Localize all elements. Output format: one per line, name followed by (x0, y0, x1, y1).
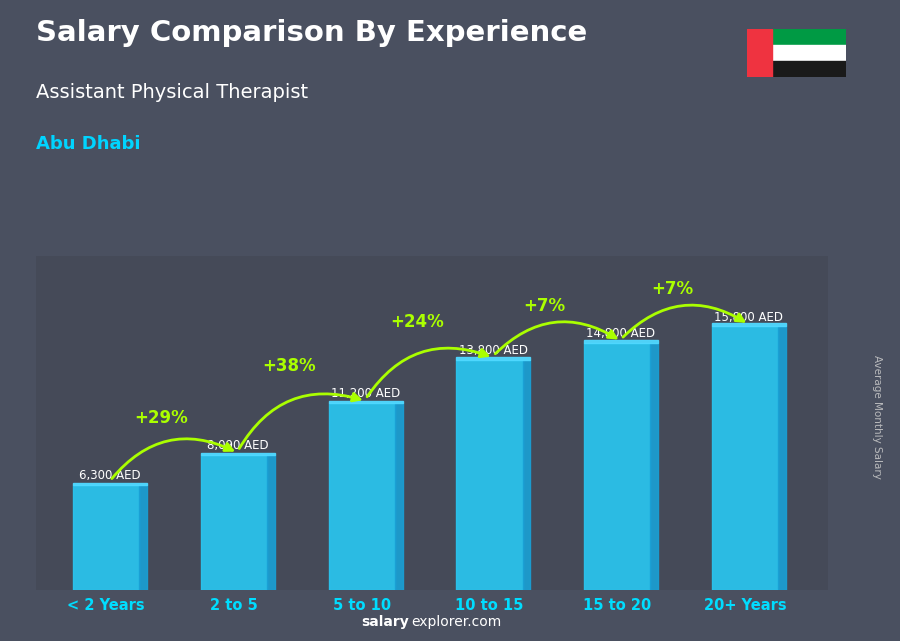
Text: 8,090 AED: 8,090 AED (207, 439, 268, 453)
Bar (778, 326, 786, 590)
Text: 15,800 AED: 15,800 AED (715, 311, 783, 324)
Text: Abu Dhabi: Abu Dhabi (36, 135, 140, 153)
Bar (456, 357, 530, 360)
Text: +24%: +24% (390, 313, 444, 331)
Bar (456, 360, 523, 590)
Bar (523, 360, 530, 590)
Bar (267, 455, 274, 590)
Bar (73, 483, 147, 485)
Text: +7%: +7% (651, 280, 693, 298)
Bar (201, 455, 267, 590)
Bar (712, 326, 778, 590)
Text: +29%: +29% (134, 408, 188, 426)
Bar (328, 403, 395, 590)
Text: salary: salary (362, 615, 410, 629)
Bar (395, 403, 402, 590)
Bar (201, 453, 274, 455)
Bar (73, 485, 140, 590)
Text: 6,300 AED: 6,300 AED (79, 469, 141, 482)
Text: +38%: +38% (262, 357, 316, 375)
Text: +7%: +7% (524, 297, 565, 315)
Bar (328, 401, 402, 403)
Text: 11,200 AED: 11,200 AED (331, 387, 400, 401)
Bar (747, 29, 846, 45)
Text: Assistant Physical Therapist: Assistant Physical Therapist (36, 83, 308, 103)
Text: Salary Comparison By Experience: Salary Comparison By Experience (36, 19, 587, 47)
Bar (584, 343, 651, 590)
Bar (651, 343, 658, 590)
Text: 13,800 AED: 13,800 AED (459, 344, 527, 357)
Bar (140, 485, 147, 590)
Text: Average Monthly Salary: Average Monthly Salary (872, 354, 883, 479)
Text: 14,800 AED: 14,800 AED (587, 328, 655, 340)
Text: explorer.com: explorer.com (411, 615, 501, 629)
Bar (712, 323, 786, 326)
Bar (747, 29, 772, 77)
Bar (747, 61, 846, 77)
Bar (747, 45, 846, 61)
Bar (584, 340, 658, 343)
